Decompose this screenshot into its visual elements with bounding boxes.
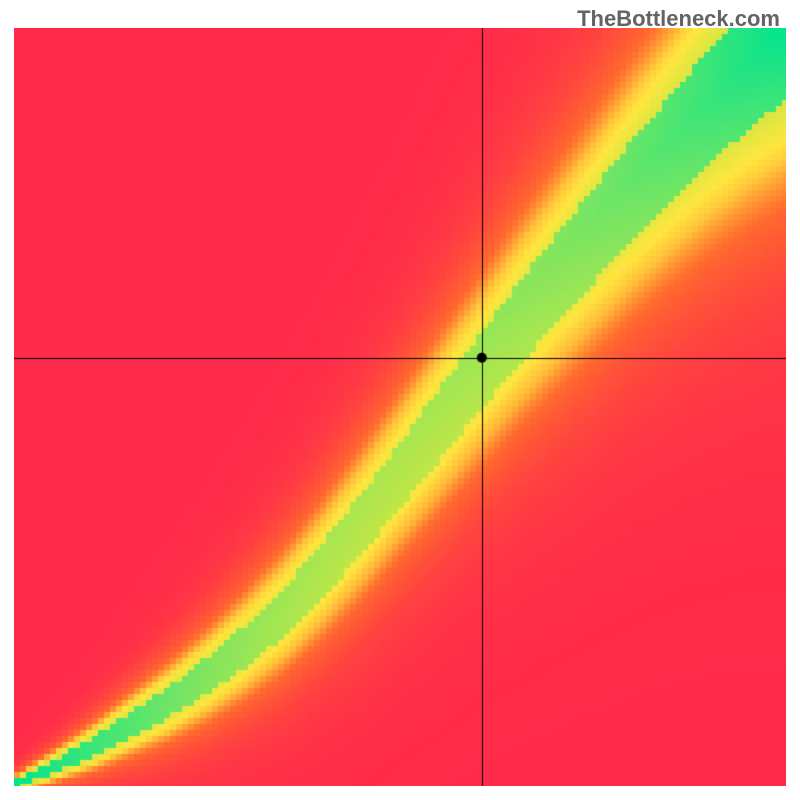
heatmap-plot — [14, 28, 786, 786]
heatmap-canvas — [14, 28, 786, 786]
watermark-text: TheBottleneck.com — [577, 6, 780, 32]
